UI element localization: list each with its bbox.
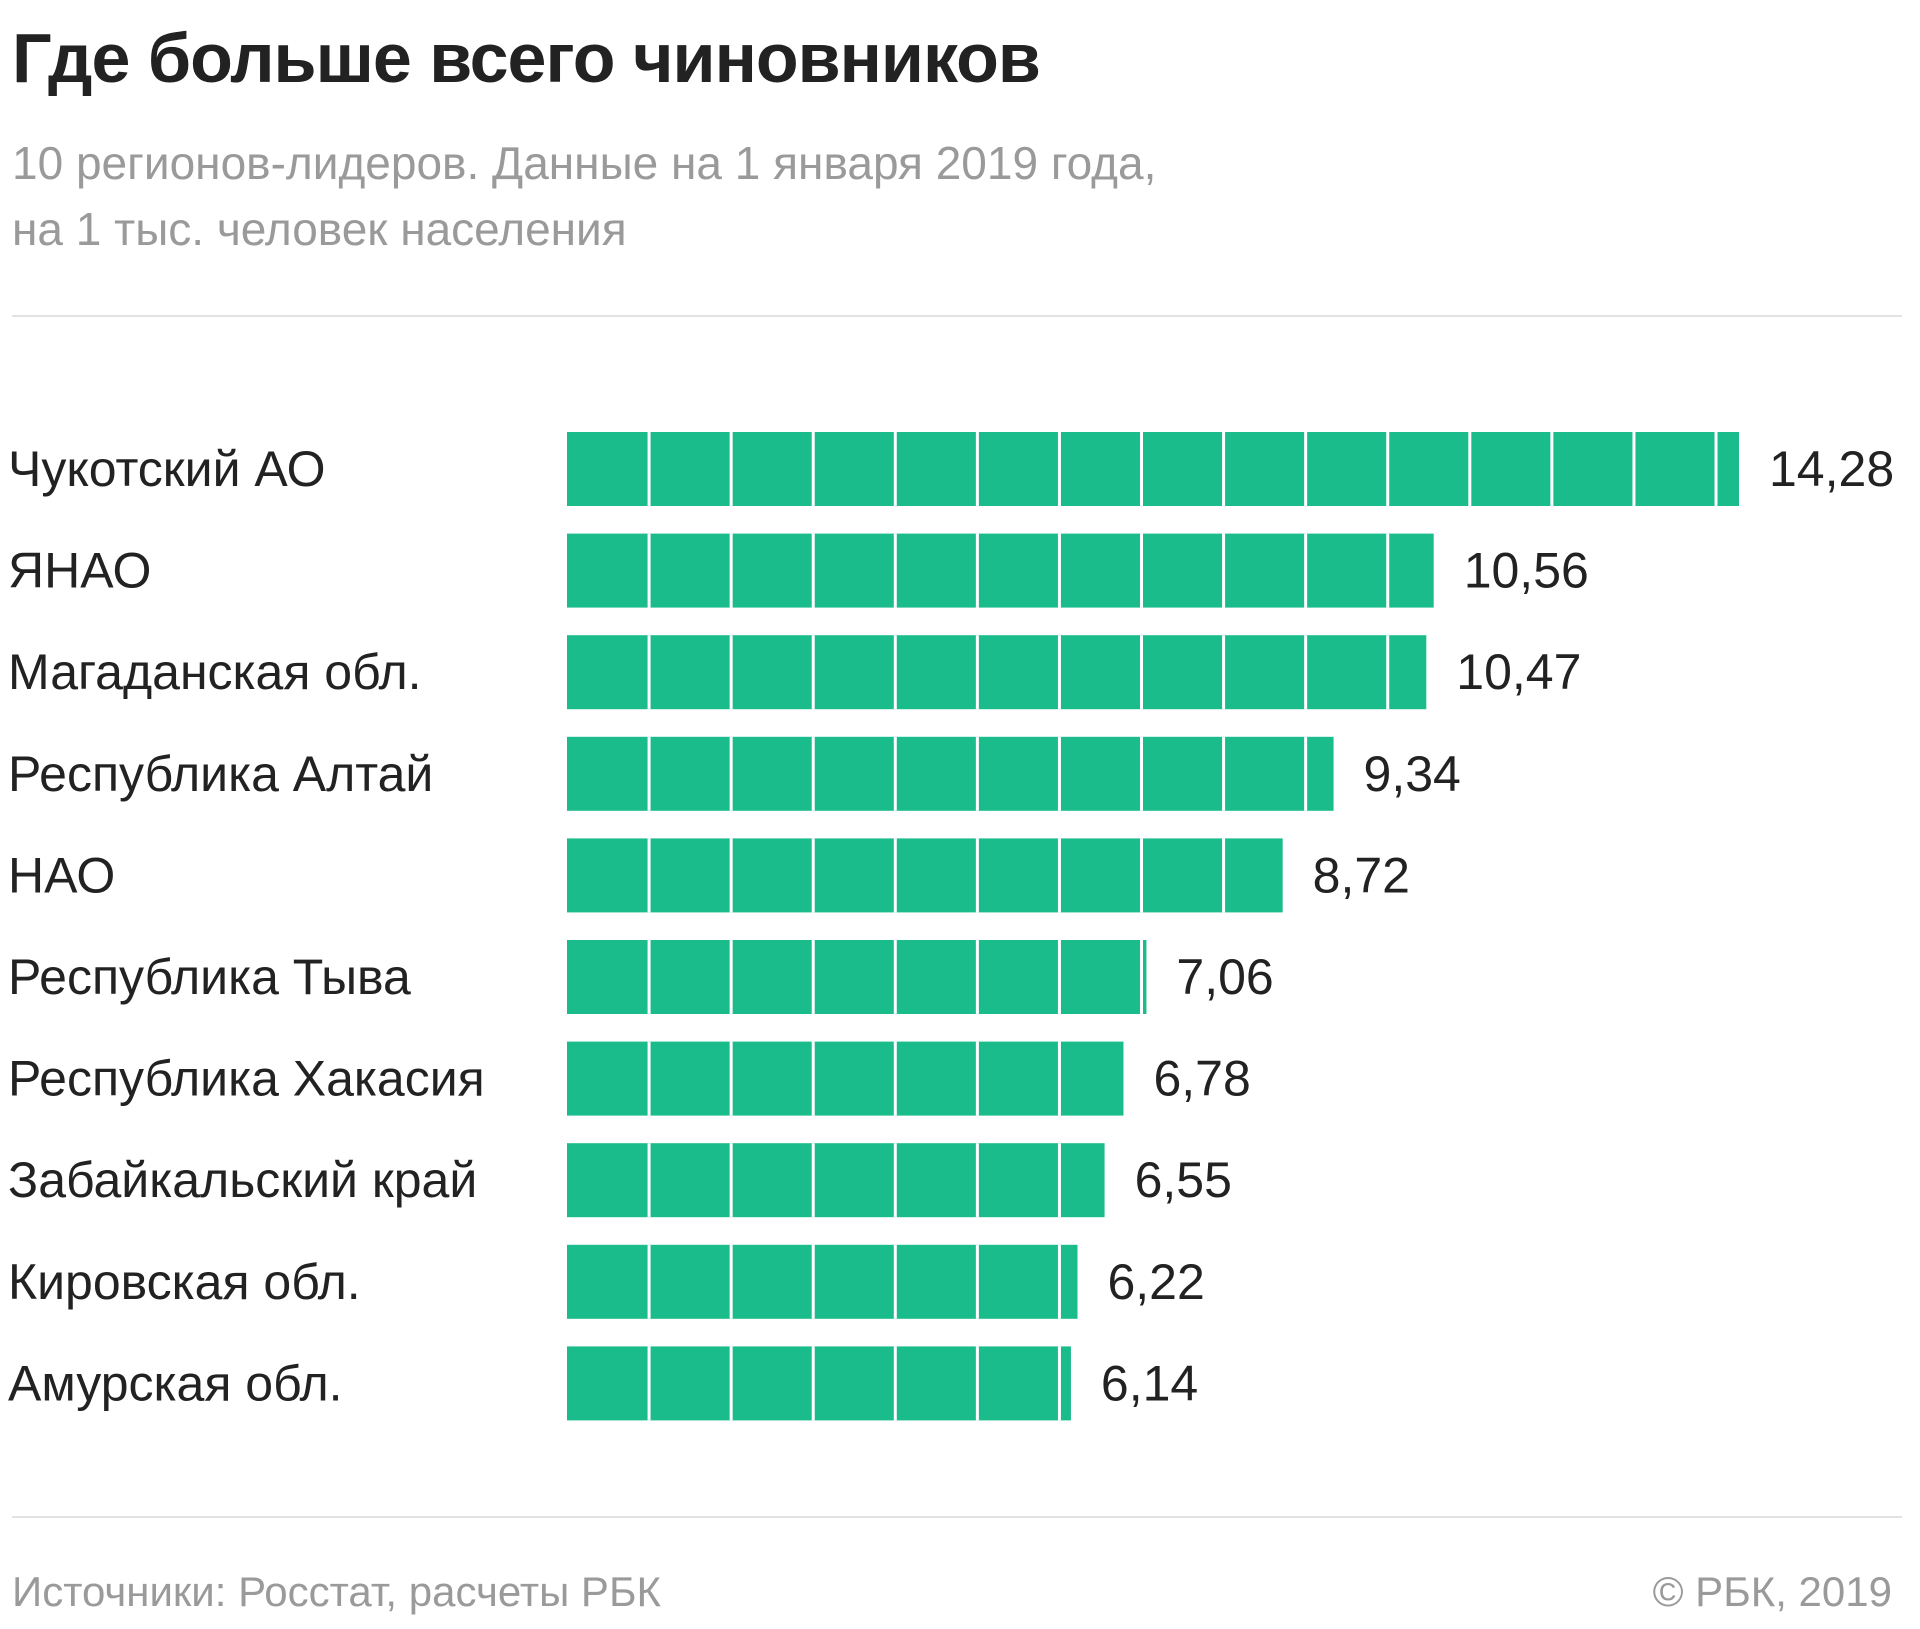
value-label: 6,55 [1135, 1152, 1232, 1208]
bar [567, 533, 1434, 608]
value-label: 6,78 [1153, 1051, 1250, 1107]
subtitle-line-2: на 1 тыс. человек населения [12, 203, 627, 255]
bar-row: Кировская обл. 6,22 [8, 1244, 1205, 1319]
category-label: Магаданская обл. [8, 644, 422, 700]
bar [567, 1143, 1105, 1218]
bar-row: Забайкальский край 6,55 [8, 1143, 1232, 1218]
chart-title: Где больше всего чиновников [12, 19, 1041, 97]
bar [567, 1244, 1078, 1319]
bar-row: ЯНАО 10,56 [8, 533, 1589, 608]
value-label: 8,72 [1313, 847, 1410, 903]
value-label: 10,47 [1456, 644, 1581, 700]
value-label: 6,14 [1101, 1355, 1198, 1411]
bar [567, 838, 1283, 913]
bar [567, 1041, 1124, 1116]
value-label: 14,28 [1769, 441, 1894, 497]
category-label: Амурская обл. [8, 1355, 343, 1411]
category-label: НАО [8, 847, 115, 903]
top-divider [12, 315, 1902, 317]
bar [567, 432, 1739, 506]
bar [567, 635, 1427, 710]
bar-row: Республика Алтай 9,34 [8, 736, 1461, 811]
value-label: 7,06 [1176, 949, 1273, 1005]
bar-chart: Чукотский АО 14,28 ЯНАО 10,56 Магаданская об… [8, 432, 1894, 1421]
bar-row: НАО 8,72 [8, 838, 1410, 913]
bar [567, 736, 1334, 811]
copyright-note: © РБК, 2019 [1652, 1568, 1892, 1615]
subtitle-line-1: 10 регионов-лидеров. Данные на 1 января … [12, 137, 1157, 189]
bottom-divider [12, 1516, 1902, 1518]
category-label: ЯНАО [8, 543, 151, 599]
bar-row: Амурская обл. 6,14 [8, 1346, 1198, 1421]
bar [567, 1346, 1071, 1421]
source-note: Источники: Росстат, расчеты РБК [12, 1568, 661, 1615]
chart-subtitle: 10 регионов-лидеров. Данные на 1 января … [12, 130, 1512, 262]
value-label: 10,56 [1464, 543, 1589, 599]
bar-row: Республика Тыва 7,06 [8, 940, 1274, 1014]
bar [567, 940, 1147, 1014]
category-label: Республика Алтай [8, 746, 433, 802]
value-label: 9,34 [1364, 746, 1461, 802]
bar-row: Чукотский АО 14,28 [8, 432, 1894, 506]
category-label: Республика Хакасия [8, 1051, 485, 1107]
category-label: Забайкальский край [8, 1152, 477, 1208]
value-label: 6,22 [1107, 1254, 1204, 1310]
category-label: Кировская обл. [8, 1254, 361, 1310]
category-label: Республика Тыва [8, 949, 411, 1005]
bar-row: Республика Хакасия 6,78 [8, 1041, 1251, 1116]
bar-row: Магаданская обл. 10,47 [8, 635, 1581, 710]
category-label: Чукотский АО [8, 441, 326, 497]
